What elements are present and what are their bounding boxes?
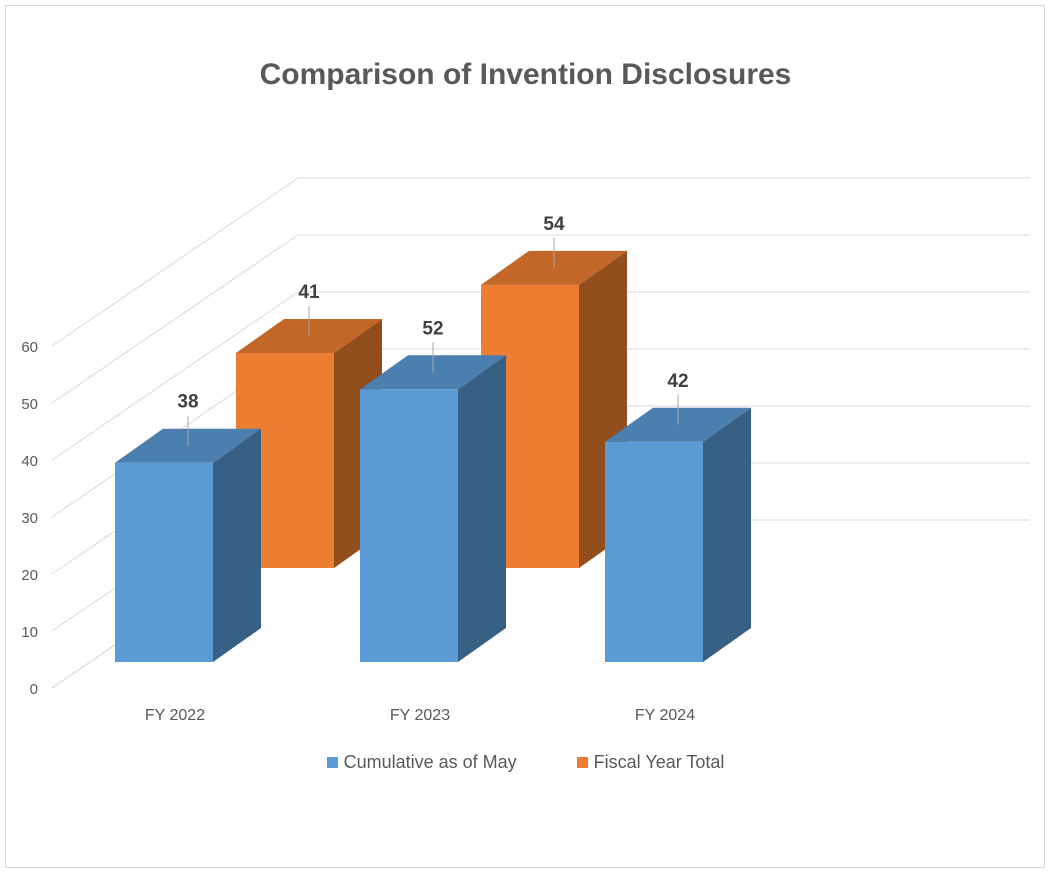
y-tick-label: 20: [21, 567, 38, 584]
side-gridline: [51, 234, 299, 404]
data-label: 42: [667, 371, 688, 392]
legend-label-fiscal-year-total: Fiscal Year Total: [593, 752, 725, 772]
y-tick-label: 60: [21, 339, 38, 356]
legend-label-cumulative: Cumulative as of May: [343, 752, 517, 772]
chart-title: Comparison of Invention Disclosures: [259, 58, 792, 91]
bar: [605, 441, 703, 662]
legend-item-fiscal-year-total: Fiscal Year Total: [576, 752, 725, 773]
y-tick-label: 0: [30, 681, 38, 698]
legend-swatch-fiscal-year-total: [576, 757, 588, 768]
data-label: 41: [298, 282, 320, 303]
data-label: 54: [543, 214, 565, 235]
bar-side: [213, 428, 261, 662]
y-tick-label: 10: [21, 624, 38, 641]
bar-side: [703, 407, 751, 662]
legend-item-cumulative: Cumulative as of May: [326, 752, 517, 773]
x-tick-label: FY 2022: [145, 707, 205, 724]
x-tick-label: FY 2023: [390, 707, 450, 724]
data-label: 38: [177, 392, 198, 413]
bar-side: [458, 355, 506, 662]
x-tick-label: FY 2024: [635, 707, 695, 724]
legend-swatch-cumulative: [326, 757, 338, 768]
y-tick-label: 50: [21, 396, 38, 413]
side-gridline: [51, 291, 299, 461]
legend: Cumulative as of May Fiscal Year Total: [0, 752, 1051, 773]
side-gridline: [51, 177, 299, 347]
y-tick-label: 30: [21, 510, 38, 527]
data-label: 52: [422, 318, 443, 339]
bar: [115, 462, 213, 662]
y-tick-label: 40: [21, 453, 38, 470]
bar: [360, 389, 458, 662]
